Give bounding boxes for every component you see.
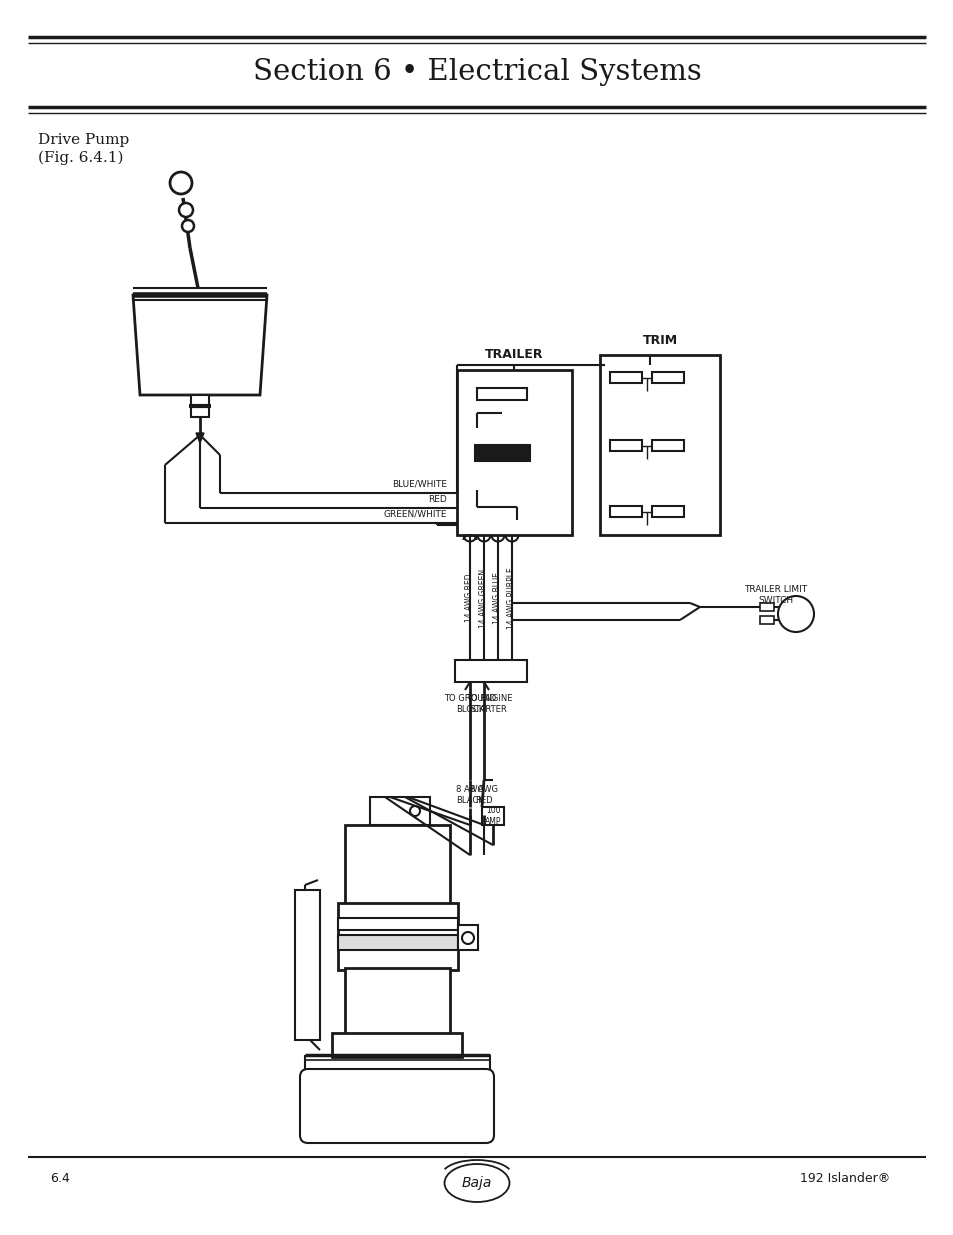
Text: 14 AWG BLUE: 14 AWG BLUE [493, 572, 502, 624]
Text: Drive Pump: Drive Pump [38, 133, 129, 147]
Text: 6.4: 6.4 [50, 1172, 70, 1184]
Text: TRAILER: TRAILER [484, 348, 542, 362]
Bar [651, 372, 683, 383]
Bar [370, 797, 430, 825]
Text: TO GROUND
BLOCK: TO GROUND BLOCK [443, 694, 496, 714]
Bar [345, 825, 450, 905]
Text: 192 Islander®: 192 Islander® [799, 1172, 889, 1184]
Circle shape [179, 203, 193, 217]
Bar [609, 506, 641, 517]
Bar [345, 968, 450, 1035]
Bar [337, 935, 457, 950]
Bar [481, 806, 503, 825]
Text: 8 AWG
RED: 8 AWG RED [470, 785, 497, 805]
Text: 14 AWG PURPLE: 14 AWG PURPLE [507, 567, 516, 629]
Bar [609, 372, 641, 383]
Circle shape [182, 220, 193, 232]
Bar [457, 925, 477, 950]
Circle shape [778, 597, 813, 632]
Bar [760, 616, 773, 624]
Text: 8 AWG
BLACK: 8 AWG BLACK [456, 785, 483, 805]
FancyBboxPatch shape [299, 1070, 494, 1144]
Text: TRAILER LIMIT
SWITCH: TRAILER LIMIT SWITCH [743, 585, 807, 605]
Text: Section 6 • Electrical Systems: Section 6 • Electrical Systems [253, 58, 700, 86]
Text: TO ENGINE
STARTER: TO ENGINE STARTER [465, 694, 512, 714]
Bar [475, 445, 530, 461]
Circle shape [461, 932, 474, 944]
Bar [456, 370, 572, 535]
Bar [476, 388, 526, 400]
Polygon shape [132, 295, 267, 395]
Bar [760, 603, 773, 611]
Text: BLUE/WHITE: BLUE/WHITE [392, 479, 447, 489]
Circle shape [170, 172, 192, 194]
Text: RED: RED [428, 494, 447, 504]
Text: (Fig. 6.4.1): (Fig. 6.4.1) [38, 151, 123, 165]
Text: 14 AWG RED: 14 AWG RED [465, 574, 474, 622]
Ellipse shape [444, 1165, 509, 1202]
Bar [294, 890, 319, 1040]
Bar [599, 354, 720, 535]
Bar [332, 1032, 461, 1057]
Bar [337, 918, 457, 930]
Circle shape [410, 806, 419, 816]
Bar [455, 659, 526, 682]
Text: TRIM: TRIM [641, 333, 677, 347]
Text: Baja: Baja [461, 1176, 492, 1191]
Bar [609, 440, 641, 451]
Bar [651, 440, 683, 451]
Bar [651, 506, 683, 517]
Bar [191, 395, 209, 417]
Bar [337, 903, 457, 969]
Polygon shape [195, 433, 204, 443]
Text: 100
AMP: 100 AMP [484, 806, 500, 826]
Text: GREEN/WHITE: GREEN/WHITE [383, 510, 447, 519]
Text: 14 AWG GREEN: 14 AWG GREEN [479, 568, 488, 627]
